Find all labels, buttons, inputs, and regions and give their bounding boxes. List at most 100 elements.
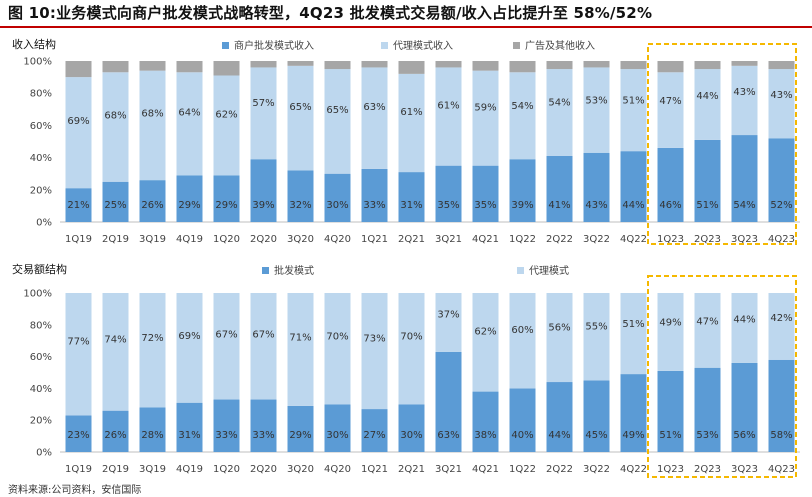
bar-segment bbox=[287, 293, 314, 406]
x-tick-label: 2Q19 bbox=[102, 234, 129, 245]
bar-segment bbox=[250, 399, 277, 452]
bar-segment bbox=[102, 181, 129, 222]
x-tick-label: 3Q21 bbox=[435, 234, 462, 245]
bar-segment bbox=[435, 293, 462, 352]
data-label: 49% bbox=[622, 430, 644, 441]
data-label: 44% bbox=[733, 314, 755, 325]
data-label: 44% bbox=[622, 200, 644, 211]
bar-segment bbox=[768, 61, 795, 70]
bar-segment bbox=[250, 293, 277, 400]
x-tick-label: 3Q22 bbox=[583, 234, 610, 245]
x-tick-label: 4Q19 bbox=[176, 464, 203, 475]
data-label: 62% bbox=[215, 109, 237, 120]
data-label: 43% bbox=[770, 90, 792, 101]
bar-segment bbox=[287, 170, 314, 222]
bar-segment bbox=[361, 293, 388, 410]
x-tick-label: 3Q22 bbox=[583, 464, 610, 475]
bar-segment bbox=[398, 73, 425, 173]
bar-segment bbox=[398, 293, 425, 405]
bar-segment bbox=[435, 67, 462, 166]
data-label: 32% bbox=[289, 200, 311, 211]
data-label: 67% bbox=[252, 330, 274, 341]
data-label: 67% bbox=[215, 330, 237, 341]
data-label: 68% bbox=[104, 110, 126, 121]
x-tick-label: 3Q23 bbox=[731, 234, 758, 245]
x-tick-label: 2Q21 bbox=[398, 234, 425, 245]
data-label: 41% bbox=[548, 200, 570, 211]
bar-segment bbox=[176, 61, 203, 73]
bar-segment bbox=[213, 175, 240, 222]
bar-segment bbox=[694, 61, 721, 70]
data-label: 39% bbox=[511, 200, 533, 211]
bar-segment bbox=[287, 61, 314, 66]
x-tick-label: 1Q23 bbox=[657, 234, 684, 245]
bar-segment bbox=[583, 152, 610, 222]
source-note: 资料来源:公司资料，安信国际 bbox=[8, 485, 142, 496]
data-label: 71% bbox=[289, 332, 311, 343]
panel-label-revenue: 收入结构 bbox=[12, 38, 56, 51]
data-label: 33% bbox=[215, 430, 237, 441]
data-label: 55% bbox=[585, 322, 607, 333]
bar-segment bbox=[250, 61, 277, 68]
y-tick-label: 0% bbox=[36, 218, 52, 229]
x-tick-label: 3Q23 bbox=[731, 464, 758, 475]
bar-segment bbox=[546, 69, 573, 156]
data-label: 37% bbox=[437, 310, 459, 321]
bar-segment bbox=[139, 180, 166, 222]
bar-segment bbox=[250, 67, 277, 160]
bar-segment bbox=[620, 293, 647, 375]
x-tick-label: 1Q23 bbox=[657, 464, 684, 475]
data-label: 47% bbox=[659, 96, 681, 107]
bar-segment bbox=[213, 293, 240, 400]
figure-title: 图 10:业务模式向商户批发模式战略转型，4Q23 批发模式交易额/收入占比提升… bbox=[8, 4, 653, 22]
data-label: 26% bbox=[104, 430, 126, 441]
x-tick-label: 4Q23 bbox=[768, 234, 795, 245]
data-label: 43% bbox=[733, 87, 755, 98]
y-tick-label: 0% bbox=[36, 448, 52, 459]
bar-segment bbox=[546, 61, 573, 70]
bar-segment bbox=[435, 61, 462, 68]
bar-segment bbox=[509, 293, 536, 389]
bar-segment bbox=[583, 67, 610, 153]
bar-segment bbox=[102, 410, 129, 452]
bar-segment bbox=[213, 75, 240, 176]
bar-segment bbox=[768, 69, 795, 139]
bar-segment bbox=[657, 370, 684, 452]
data-label: 62% bbox=[474, 326, 496, 337]
data-label: 70% bbox=[326, 332, 348, 343]
bar-segment bbox=[287, 65, 314, 171]
bar-segment bbox=[694, 69, 721, 140]
bar-segment bbox=[694, 139, 721, 222]
bar-segment bbox=[731, 65, 758, 136]
bar-segment bbox=[65, 61, 92, 78]
bar-segment bbox=[324, 293, 351, 405]
legend-swatch bbox=[517, 267, 524, 274]
bar-segment bbox=[768, 138, 795, 222]
legend-label: 商户批发模式收入 bbox=[234, 39, 314, 52]
data-label: 30% bbox=[326, 430, 348, 441]
bar-segment bbox=[102, 61, 129, 73]
x-tick-label: 3Q21 bbox=[435, 464, 462, 475]
data-label: 53% bbox=[585, 95, 607, 106]
bar-segment bbox=[102, 72, 129, 182]
y-tick-label: 60% bbox=[30, 121, 52, 132]
legend-swatch bbox=[262, 267, 269, 274]
data-label: 47% bbox=[696, 316, 718, 327]
data-label: 65% bbox=[326, 105, 348, 116]
x-tick-label: 4Q21 bbox=[472, 234, 499, 245]
data-label: 61% bbox=[437, 101, 459, 112]
data-label: 69% bbox=[178, 331, 200, 342]
x-tick-label: 3Q19 bbox=[139, 234, 166, 245]
bar-segment bbox=[435, 165, 462, 222]
bar-segment bbox=[472, 293, 499, 392]
data-label: 63% bbox=[363, 102, 385, 113]
x-tick-label: 2Q21 bbox=[398, 464, 425, 475]
x-tick-label: 1Q20 bbox=[213, 234, 240, 245]
data-label: 25% bbox=[104, 200, 126, 211]
data-label: 30% bbox=[326, 200, 348, 211]
data-label: 44% bbox=[696, 91, 718, 102]
data-label: 74% bbox=[104, 334, 126, 345]
bar-segment bbox=[694, 293, 721, 368]
bar-segment bbox=[287, 405, 314, 452]
bar-segment bbox=[768, 359, 795, 452]
